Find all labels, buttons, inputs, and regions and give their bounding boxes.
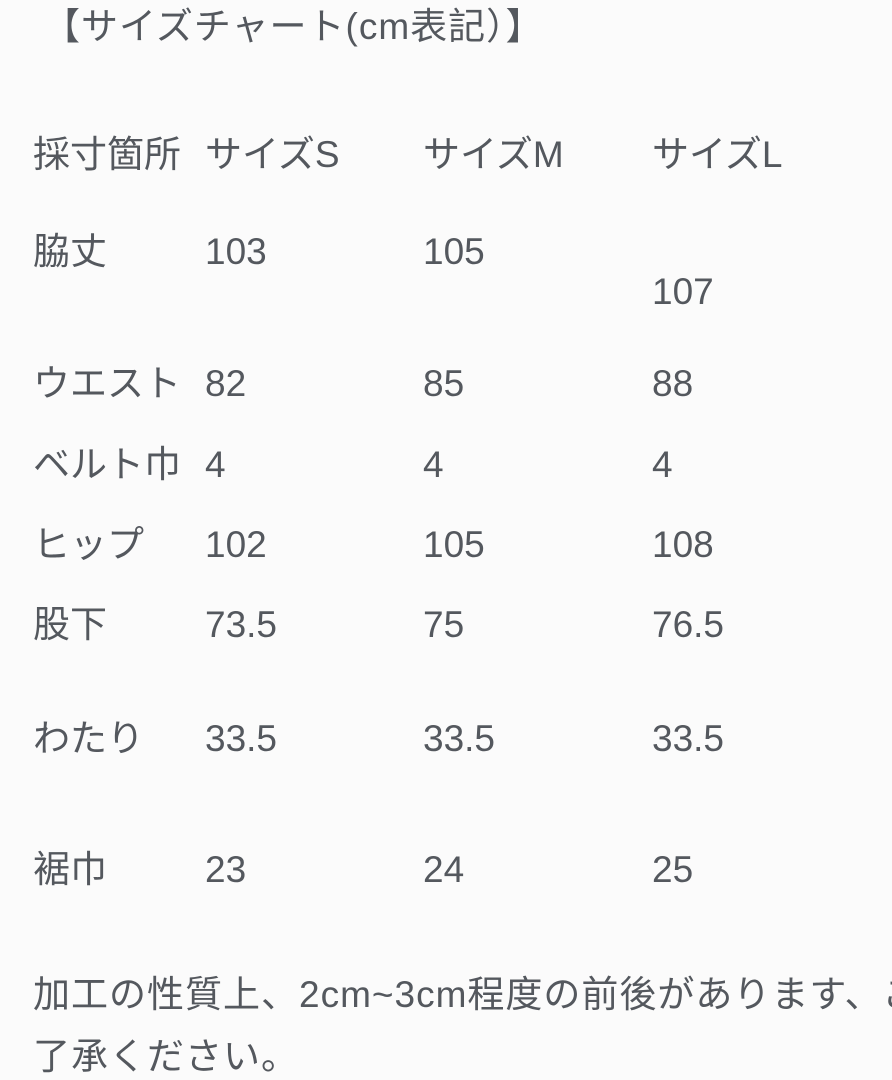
table-row-thigh-width: わたり 33.5 33.5 33.5 bbox=[0, 716, 892, 764]
size-s-value: 33.5 bbox=[205, 718, 278, 759]
tolerance-note-line-1: 加工の性質上、2cm~3cm程度の前後があります、ご bbox=[33, 974, 892, 1015]
size-s-value: 23 bbox=[205, 849, 247, 890]
table-row-side-length: 脇丈 103 105 107 bbox=[0, 229, 892, 312]
row-label: 裾巾 bbox=[33, 849, 107, 890]
size-s-value: 82 bbox=[205, 363, 247, 404]
table-row-waist: ウエスト 82 85 88 bbox=[0, 361, 892, 409]
column-header-size-m: サイズM bbox=[423, 134, 564, 175]
size-s-value: 103 bbox=[205, 231, 267, 272]
size-m-value: 105 bbox=[423, 231, 485, 272]
size-l-value: 76.5 bbox=[652, 604, 725, 645]
size-l-value: 108 bbox=[652, 524, 714, 565]
size-l-value: 4 bbox=[652, 444, 673, 485]
row-label: ヒップ bbox=[33, 524, 144, 565]
column-header-size-l: サイズL bbox=[652, 134, 783, 175]
table-row-hem-width: 裾巾 23 24 25 bbox=[0, 847, 892, 895]
table-row-belt-width: ベルト巾 4 4 4 bbox=[0, 442, 892, 490]
size-m-value: 85 bbox=[423, 363, 465, 404]
row-label: ウエスト bbox=[33, 363, 181, 404]
size-m-value: 24 bbox=[423, 849, 465, 890]
table-row-inseam: 股下 73.5 75 76.5 bbox=[0, 602, 892, 650]
size-m-value: 4 bbox=[423, 444, 444, 485]
table-header-row: 採寸箇所 サイズS サイズM サイズL bbox=[0, 132, 892, 180]
row-label: わたり bbox=[33, 718, 144, 759]
row-label: 股下 bbox=[33, 604, 107, 645]
size-s-value: 102 bbox=[205, 524, 267, 565]
size-s-value: 73.5 bbox=[205, 604, 278, 645]
size-m-value: 33.5 bbox=[423, 718, 496, 759]
row-label: 脇丈 bbox=[33, 231, 107, 272]
size-m-value: 105 bbox=[423, 524, 485, 565]
size-l-value: 88 bbox=[652, 363, 694, 404]
size-l-value: 25 bbox=[652, 849, 694, 890]
size-l-value: 33.5 bbox=[652, 718, 725, 759]
column-header-size-s: サイズS bbox=[205, 134, 340, 175]
tolerance-note-line-2: 了承ください。 bbox=[33, 1036, 299, 1077]
size-m-value: 75 bbox=[423, 604, 465, 645]
table-row-hip: ヒップ 102 105 108 bbox=[0, 522, 892, 570]
column-header-measure-point: 採寸箇所 bbox=[33, 134, 181, 175]
size-s-value: 4 bbox=[205, 444, 226, 485]
row-label: ベルト巾 bbox=[33, 444, 181, 485]
size-l-value: 107 bbox=[652, 271, 714, 312]
size-chart-title: 【サイズチャート(cm表記）】 bbox=[43, 6, 544, 47]
